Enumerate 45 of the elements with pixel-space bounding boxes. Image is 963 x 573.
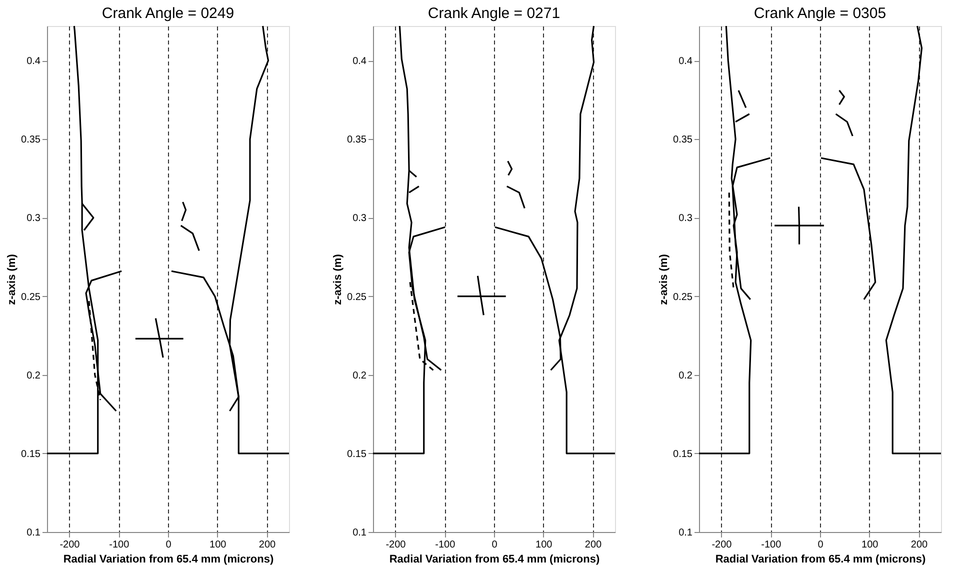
chart-title: Crank Angle = 0305	[754, 5, 886, 22]
x-tick-label: 0	[492, 540, 498, 550]
x-tick-label: 0	[818, 540, 824, 550]
y-tick-label: 0.35	[347, 134, 367, 146]
x-axis-title: Radial Variation from 65.4 mm (microns)	[715, 554, 926, 566]
x-tick-label: 200	[584, 540, 602, 550]
x-tick-label: -100	[109, 540, 130, 550]
y-tick-label: 0.25	[347, 292, 367, 303]
y-tick-label: 0.15	[673, 448, 693, 460]
y-tick-label: 0.25	[21, 292, 41, 303]
y-tick-label: 0.1	[352, 528, 367, 538]
y-tick-label: 0.4	[352, 56, 367, 68]
x-axis-title: Radial Variation from 65.4 mm (microns)	[63, 554, 274, 566]
y-tick-label: 0.3	[352, 213, 367, 224]
x-tick-label: 200	[258, 540, 276, 550]
x-tick-label: -200	[60, 540, 80, 550]
y-tick-label: 0.3	[26, 213, 41, 224]
y-axis-title: z-axis (m)	[332, 254, 344, 305]
y-tick-label: 0.1	[678, 528, 693, 538]
x-tick-label: -100	[435, 540, 456, 550]
y-axis-title: z-axis (m)	[658, 254, 670, 305]
y-tick-label: 0.35	[21, 134, 41, 146]
y-tick-label: 0.35	[673, 134, 693, 146]
y-tick-label: 0.4	[678, 56, 693, 68]
x-tick-label: 0	[166, 540, 172, 550]
y-tick-label: 0.15	[347, 448, 367, 460]
y-axis-title: z-axis (m)	[6, 254, 18, 305]
y-tick-label: 0.15	[21, 448, 41, 460]
y-tick-label: 0.3	[678, 213, 693, 224]
y-tick-label: 0.2	[352, 370, 367, 382]
x-tick-label: -200	[712, 540, 732, 550]
y-tick-label: 0.25	[673, 292, 693, 303]
x-tick-label: 200	[910, 540, 928, 550]
x-axis-title: Radial Variation from 65.4 mm (microns)	[389, 554, 600, 566]
y-tick-label: 0.4	[26, 56, 41, 68]
y-tick-label: 0.1	[26, 528, 41, 538]
x-tick-label: 100	[862, 540, 879, 550]
y-tick-label: 0.2	[26, 370, 41, 382]
x-tick-label: -200	[386, 540, 406, 550]
chart-title: Crank Angle = 0249	[102, 5, 234, 22]
x-tick-label: 100	[210, 540, 227, 550]
chart-title: Crank Angle = 0271	[428, 5, 560, 22]
x-tick-label: 100	[536, 540, 553, 550]
y-tick-label: 0.2	[678, 370, 693, 382]
x-tick-label: -100	[761, 540, 782, 550]
